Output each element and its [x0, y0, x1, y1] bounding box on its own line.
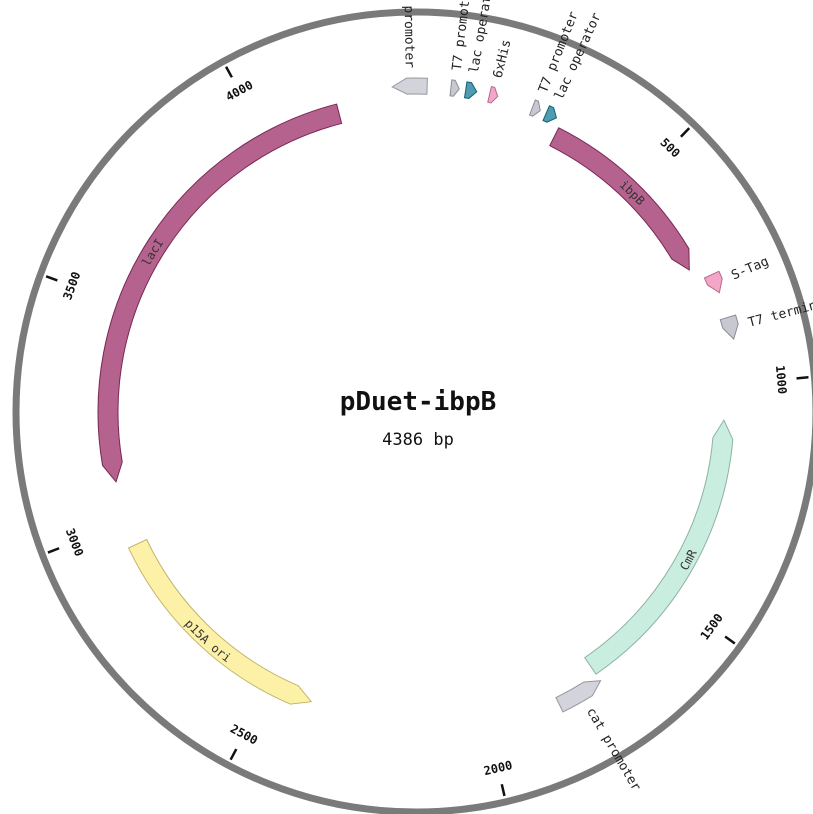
- laci-promoter-label: lacI promoter: [400, 0, 417, 68]
- plasmid-name: pDuet-ibpB: [340, 387, 497, 417]
- s-tag-label: S-Tag: [729, 254, 771, 283]
- tick-mark: [229, 748, 238, 761]
- ibpb-feature[interactable]: [549, 127, 690, 271]
- tick-label: 3500: [60, 270, 83, 302]
- tick-label: 2500: [228, 722, 260, 748]
- tick-mark: [224, 66, 233, 78]
- tick-mark: [679, 127, 691, 138]
- t7-promoter-feature[interactable]: [449, 79, 460, 97]
- p15a-ori-label: p15A ori: [182, 616, 234, 665]
- t7-terminator-feature[interactable]: [719, 314, 739, 340]
- p15a-ori-feature[interactable]: [127, 538, 313, 705]
- cmr-feature[interactable]: [584, 419, 734, 675]
- tick-mark: [47, 547, 60, 554]
- tick-mark: [724, 635, 736, 645]
- tick-label: 4000: [223, 78, 255, 104]
- 6xhis-feature[interactable]: [487, 86, 499, 104]
- lac-operator-feature[interactable]: [542, 105, 558, 123]
- lac-operator-feature[interactable]: [463, 81, 478, 99]
- laci-promoter-feature[interactable]: [391, 77, 428, 95]
- 6xhis-label: 6xHis: [491, 38, 515, 80]
- tick-label: 1000: [773, 365, 789, 395]
- plasmid-length: 4386 bp: [382, 430, 454, 450]
- features-layer: [97, 77, 739, 713]
- tick-label: 2000: [482, 758, 513, 778]
- tick-mark: [45, 275, 58, 282]
- tick-label: 500: [657, 135, 682, 160]
- tick-label: 3000: [63, 526, 86, 558]
- backbone-circle: [12, 8, 813, 814]
- tick-mark: [500, 783, 506, 797]
- t7-promoter-feature[interactable]: [528, 99, 541, 117]
- laci-feature[interactable]: [97, 103, 343, 483]
- cat-promoter-feature[interactable]: [555, 680, 602, 713]
- p15a-ori-label-path: p15A ori: [182, 616, 234, 665]
- tick-label: 1500: [698, 611, 726, 643]
- tick-mark: [796, 376, 809, 380]
- s-tag-feature[interactable]: [703, 270, 723, 294]
